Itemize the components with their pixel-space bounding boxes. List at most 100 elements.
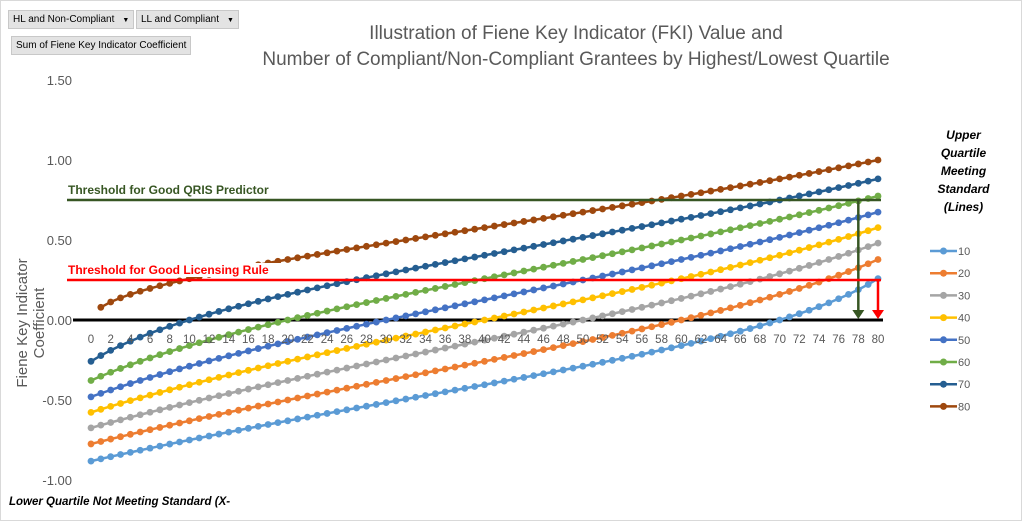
data-point: [392, 268, 400, 276]
x-tick-label: 64: [714, 334, 727, 346]
data-point: [746, 299, 754, 307]
x-tick-label: 28: [360, 334, 373, 346]
data-point: [618, 248, 626, 256]
data-point: [274, 340, 282, 348]
data-point: [736, 301, 744, 309]
data-point: [353, 244, 361, 252]
data-point: [825, 221, 833, 229]
data-point: [766, 319, 774, 327]
data-point: [274, 257, 282, 265]
data-point: [264, 400, 272, 408]
x-tick-label: 40: [478, 334, 491, 346]
data-point: [864, 281, 872, 288]
data-point: [658, 219, 665, 227]
data-point: [126, 397, 134, 405]
data-point: [451, 386, 459, 394]
data-point: [363, 340, 370, 348]
legend-label: 50: [958, 335, 970, 347]
data-point: [185, 399, 193, 407]
data-point: [304, 252, 311, 260]
data-point: [176, 438, 183, 446]
data-point: [766, 236, 774, 244]
data-point: [333, 347, 341, 354]
data-point: [658, 299, 665, 307]
data-point: [668, 344, 675, 352]
data-point: [579, 208, 587, 216]
data-point: [559, 259, 567, 267]
data-point: [835, 271, 843, 279]
data-point: [530, 348, 538, 355]
dropdown-arrow-icon: ▼: [122, 17, 130, 24]
data-point: [87, 408, 95, 416]
data-point: [549, 344, 557, 352]
data-point: [569, 298, 577, 306]
data-point: [481, 224, 488, 232]
data-point: [835, 253, 843, 260]
data-point: [677, 236, 685, 244]
data-point: [559, 342, 567, 350]
filter-hl-noncompliant-button[interactable]: HL and Non-Compliant ▼: [8, 10, 135, 29]
data-point: [146, 391, 154, 399]
data-point: [559, 366, 567, 374]
data-point: [549, 239, 557, 247]
data-point: [500, 332, 508, 340]
data-point: [195, 360, 203, 367]
x-tick-label: 0: [88, 334, 94, 346]
data-point: [333, 305, 341, 313]
data-point: [815, 168, 823, 175]
data-point: [353, 342, 361, 350]
filter-ll-compliant-button[interactable]: LL and Compliant ▼: [136, 10, 239, 29]
data-point: [500, 221, 508, 228]
data-point: [569, 235, 577, 243]
data-point: [805, 281, 813, 289]
data-point: [549, 282, 557, 290]
data-point: [786, 288, 793, 295]
data-point: [589, 294, 597, 302]
data-point: [107, 453, 115, 461]
data-point: [668, 217, 675, 225]
data-point: [668, 318, 675, 326]
data-point: [225, 428, 233, 436]
data-point: [274, 419, 282, 427]
data-point: [736, 243, 744, 250]
data-point: [481, 381, 488, 389]
data-point: [697, 270, 705, 278]
data-point: [835, 295, 843, 303]
data-point: [658, 346, 665, 354]
data-point: [441, 230, 449, 238]
y-tick-label: -1.00: [42, 473, 72, 488]
data-point: [107, 346, 115, 354]
series-30: [87, 239, 882, 432]
threshold-arrow-head: [852, 310, 865, 319]
data-point: [864, 211, 872, 219]
data-point: [146, 408, 154, 416]
x-tick-label: 76: [832, 334, 845, 346]
data-point: [87, 393, 95, 401]
legend-item-50: 50: [930, 335, 970, 347]
x-tick-label: 72: [793, 334, 806, 346]
data-point: [845, 268, 852, 275]
data-point: [126, 361, 134, 369]
data-point: [795, 229, 803, 237]
data-point: [333, 247, 341, 255]
data-point: [146, 285, 154, 292]
value-field-button[interactable]: Sum of Fiene Key Indicator Coefficient: [11, 36, 192, 55]
data-point: [392, 238, 400, 245]
data-point: [697, 337, 705, 345]
data-point: [156, 371, 164, 378]
data-point: [815, 303, 823, 311]
data-point: [304, 333, 311, 341]
data-point: [422, 392, 429, 399]
data-point: [540, 263, 547, 271]
data-point: [451, 281, 459, 288]
data-point: [136, 446, 144, 454]
data-point: [363, 380, 370, 388]
data-point: [372, 272, 380, 280]
data-point: [776, 215, 784, 223]
data-point: [225, 331, 233, 339]
data-point: [254, 364, 262, 372]
data-point: [107, 368, 115, 376]
x-tick-label: 6: [147, 334, 153, 346]
data-point: [500, 377, 508, 385]
data-point: [195, 434, 203, 442]
